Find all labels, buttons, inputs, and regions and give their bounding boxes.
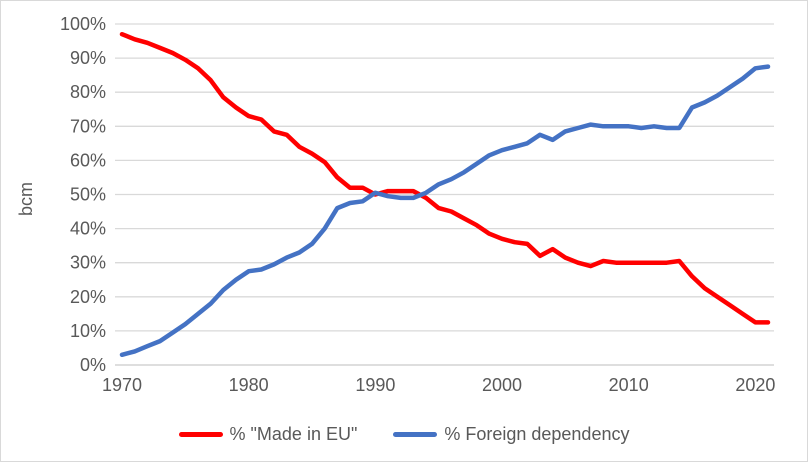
x-tick-label: 1990 [355,375,395,395]
legend-swatch-foreign-dependency [393,432,438,437]
legend-swatch-made-in-eu [178,432,223,437]
y-tick-label: 80% [70,82,106,102]
y-tick-label: 20% [70,287,106,307]
y-tick-label: 60% [70,150,106,170]
y-tick-label: 0% [80,355,106,375]
y-tick-label: 50% [70,185,106,205]
legend-label-foreign-dependency: % Foreign dependency [444,424,630,444]
x-tick-label: 1980 [229,375,269,395]
legend: % "Made in EU" % Foreign dependency [1,424,807,445]
legend-label-made-in-eu: % "Made in EU" [229,424,358,444]
x-tick-label: 1970 [102,375,142,395]
x-tick-label: 2020 [735,375,775,395]
y-tick-label: 40% [70,219,106,239]
y-tick-label: 90% [70,48,106,68]
series-line-foreign-dependency [119,64,771,358]
y-tick-label: 70% [70,116,106,136]
y-axis-title: bcm [16,182,36,217]
x-tick-label: 2010 [609,375,649,395]
series-line-made-in-eu [119,31,771,325]
y-tick-label: 100% [60,14,106,34]
y-tick-label: 30% [70,253,106,273]
legend-item-made-in-eu: % "Made in EU" [178,424,358,445]
x-tick-label: 2000 [482,375,522,395]
legend-item-foreign-dependency: % Foreign dependency [393,424,629,445]
y-tick-label: 10% [70,321,106,341]
